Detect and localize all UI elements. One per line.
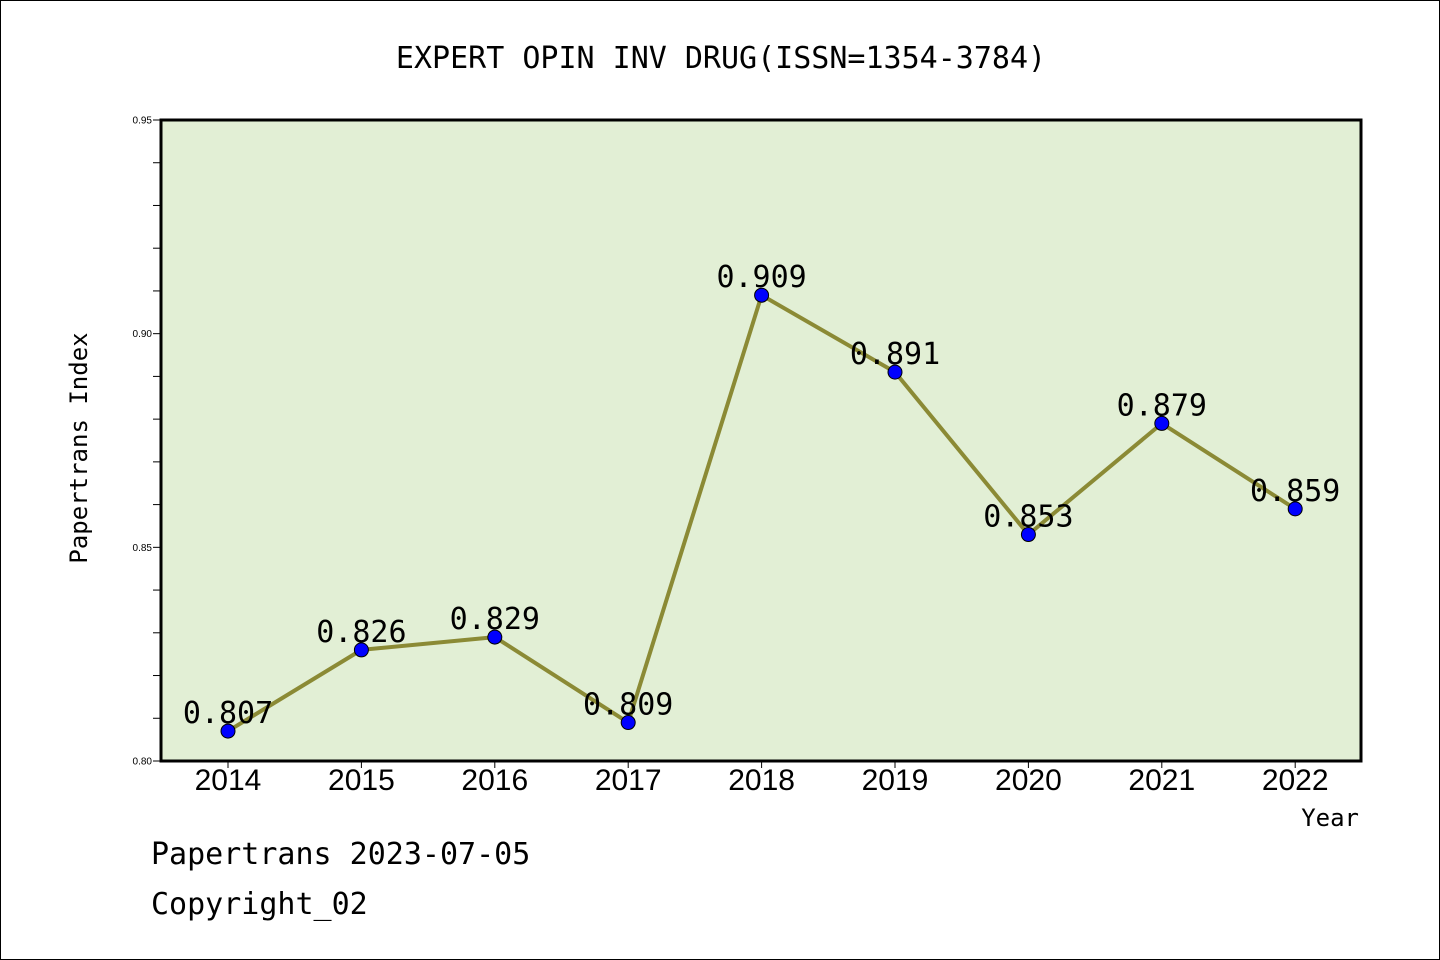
plot-background (161, 120, 1361, 761)
data-label: 0.829 (450, 602, 540, 637)
footer-copyright: Copyright_02 (151, 887, 368, 922)
x-tick-label: 2014 (195, 764, 262, 797)
data-point (754, 287, 770, 303)
data-point (1287, 501, 1303, 517)
y-tick-label: 0.85 (133, 543, 153, 554)
data-label: 0.891 (850, 337, 940, 372)
data-point (220, 723, 236, 739)
x-tick-label: 2015 (328, 764, 395, 797)
x-tick-label: 2016 (461, 764, 528, 797)
data-label: 0.879 (1117, 388, 1207, 423)
y-tick-label: 0.90 (133, 329, 153, 340)
data-point (487, 629, 503, 645)
plot-frame (159, 118, 1363, 763)
data-point (620, 715, 636, 731)
y-axis-label: Papertrans Index (65, 332, 93, 563)
data-point (1154, 415, 1170, 431)
data-label: 0.853 (983, 500, 1073, 535)
x-tick-label: 2022 (1262, 764, 1329, 797)
x-axis-label: Year (1301, 804, 1359, 832)
x-tick-label: 2018 (728, 764, 795, 797)
data-label: 0.807 (183, 696, 273, 731)
y-tick-label: 0.95 (133, 116, 153, 127)
x-tick-label: 2020 (995, 764, 1062, 797)
y-tick-label: 0.80 (133, 757, 153, 768)
footer-date: Papertrans 2023-07-05 (151, 837, 531, 872)
x-tick-label: 2017 (595, 764, 662, 797)
data-point (1020, 527, 1036, 543)
data-label: 0.909 (716, 260, 806, 295)
data-point (353, 642, 369, 658)
data-label: 0.859 (1250, 474, 1340, 509)
data-label: 0.809 (583, 688, 673, 723)
chart-title: EXPERT OPIN INV DRUG(ISSN=1354-3784) (396, 41, 1046, 76)
x-tick-label: 2021 (1128, 764, 1195, 797)
data-label: 0.826 (316, 615, 406, 650)
data-point (887, 364, 903, 380)
x-tick-label: 2019 (862, 764, 929, 797)
